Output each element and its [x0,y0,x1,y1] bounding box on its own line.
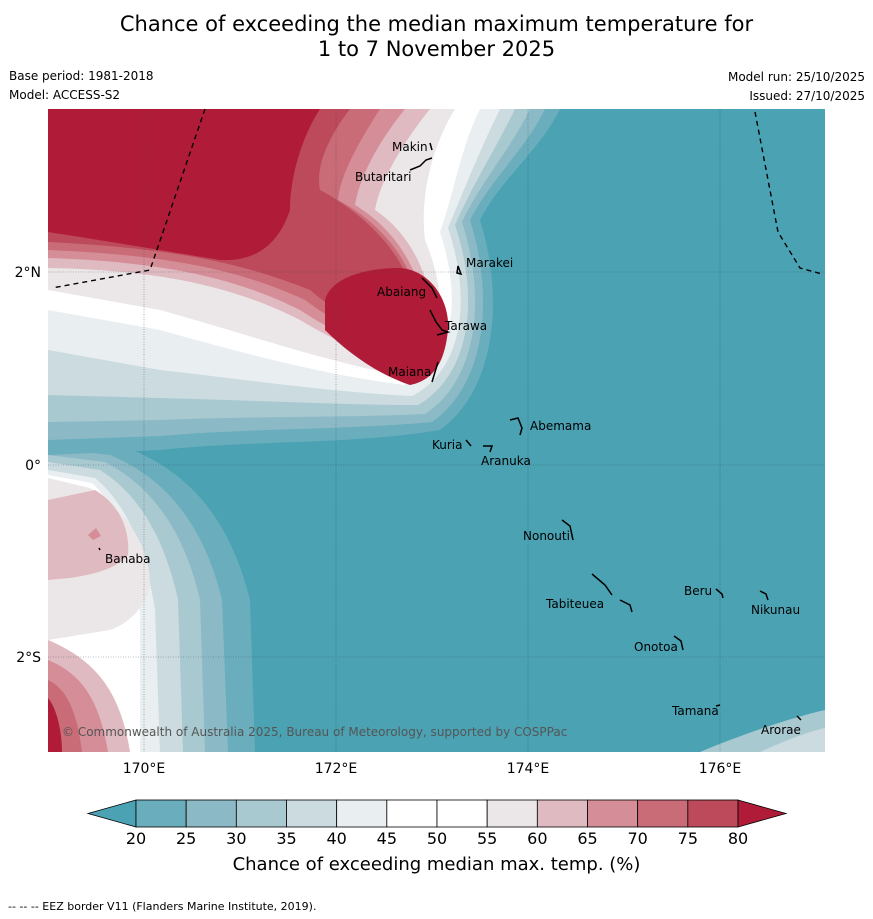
label-arorae: Arorae [761,723,801,737]
colorbar-swatch [135,799,187,828]
island-tarawa-shape [429,309,451,336]
label-abemama: Abemama [530,419,591,433]
label-nikunau: Nikunau [751,603,800,617]
colorbar-swatch [486,799,538,828]
label-makin: Makin [392,140,428,154]
copyright-notice: © Commonwealth of Australia 2025, Bureau… [62,725,567,739]
island-butaritari-shape [409,157,433,171]
label-aranuka: Aranuka [481,454,531,468]
colorbar-swatch [185,799,237,828]
sw-corner-80 [48,698,62,752]
issued-date: Issued: 27/10/2025 [749,89,865,103]
label-abaiang: Abaiang [377,285,426,299]
colorbar-tick-label: 65 [577,829,598,848]
island-abemama-shape [509,417,523,436]
label-marakei: Marakei [466,256,513,270]
north-core-80 [48,109,320,261]
eez-borders [51,108,823,289]
island-arorae-shape [796,715,802,721]
colorbar-swatch [286,799,338,828]
colorbar-swatch [235,799,287,828]
colorbar-swatch [637,799,689,828]
lat-tick-0: 0° [25,458,41,474]
base-period: Base period: 1981-2018 [9,69,154,83]
island-aranuka-shape [483,445,494,453]
label-kuria: Kuria [432,438,463,452]
lat-tick-2s: 2°S [16,650,41,666]
graticule [48,109,825,752]
banaba-spot-65 [88,528,101,540]
colorbar-tick-label: 55 [476,829,498,848]
axis-labels: 170°E 172°E 174°E 176°E 2°N 0° 2°S [15,265,742,777]
colorbar-tick-label: 70 [627,829,648,848]
lon-tick-176e: 176°E [699,761,742,777]
island-nonouti-shape [561,519,574,541]
lon-tick-174e: 174°E [507,761,550,777]
colorbar-extend-high [737,799,788,828]
title-line-1: Chance of exceeding the median maximum t… [119,12,754,36]
island-abaiang-shape [421,277,438,299]
island-makin-shape [429,142,433,151]
lon-tick-172e: 172°E [315,761,358,777]
colorbar-swatch [587,799,639,828]
colorbar-swatch [687,799,739,828]
colorbar-swatch [436,799,488,828]
eez-footnote: -- -- -- EEZ border V11 (Flanders Marine… [8,900,317,913]
eez-border-west [51,108,206,289]
island-beru-shape [715,588,724,599]
label-beru: Beru [684,584,712,598]
label-onotoa: Onotoa [634,640,678,654]
label-tarawa: Tarawa [444,319,487,333]
colorbar-tick-label: 30 [226,829,247,848]
colorbar-tick-label: 60 [527,829,548,848]
colorbar-tick-label: 45 [376,829,398,848]
colorbar-extend-low [86,799,137,828]
island-marakei-shape [456,265,463,276]
label-nonouti: Nonouti [523,529,570,543]
colorbar-tick-label: 80 [727,829,749,848]
colorbar-swatch [386,799,438,828]
island-kuria-shape [465,439,472,447]
colorbar-swatch [336,799,388,828]
lat-tick-2n: 2°N [15,265,41,281]
label-butaritari: Butaritari [355,170,412,184]
se-band-40 [760,728,825,752]
colorbar-tick-label: 20 [125,829,147,848]
label-banaba: Banaba [105,552,151,566]
label-tabiteuea: Tabiteuea [545,597,604,611]
island-tabiteuea-shape [591,573,633,613]
island-maiana-shape [431,361,439,383]
probability-field [48,109,825,752]
lon-tick-170e: 170°E [123,761,166,777]
colorbar [86,799,788,828]
label-maiana: Maiana [388,365,431,379]
label-tamana: Tamana [671,704,719,718]
colorbar-tick-label: 40 [326,829,347,848]
place-labels: Makin Butaritari Marakei Abaiang Tarawa … [105,140,801,737]
model-run: Model run: 25/10/2025 [727,70,865,84]
colorbar-swatch [536,799,588,828]
colorbar-tick-label: 25 [175,829,197,848]
colorbar-tick-label: 50 [426,829,448,848]
islands [98,142,802,721]
model-name: Model: ACCESS-S2 [9,88,121,102]
colorbar-tick-label: 75 [677,829,699,848]
island-onotoa-shape [673,635,684,651]
tarawa-core-80 [325,268,449,385]
title-line-2: 1 to 7 November 2025 [317,37,556,61]
colorbar-tick-label: 35 [276,829,297,848]
island-tamana-shape [715,704,721,707]
colorbar-title: Chance of exceeding median max. temp. (%… [232,854,641,875]
island-banaba-shape [98,547,101,551]
map-title: Chance of exceeding the median maximum t… [0,12,873,62]
colorbar-tick-labels: 20 25 30 35 40 45 50 55 60 65 70 75 80 [0,829,873,849]
eez-border-east [754,111,823,275]
island-nikunau-shape [759,590,769,601]
